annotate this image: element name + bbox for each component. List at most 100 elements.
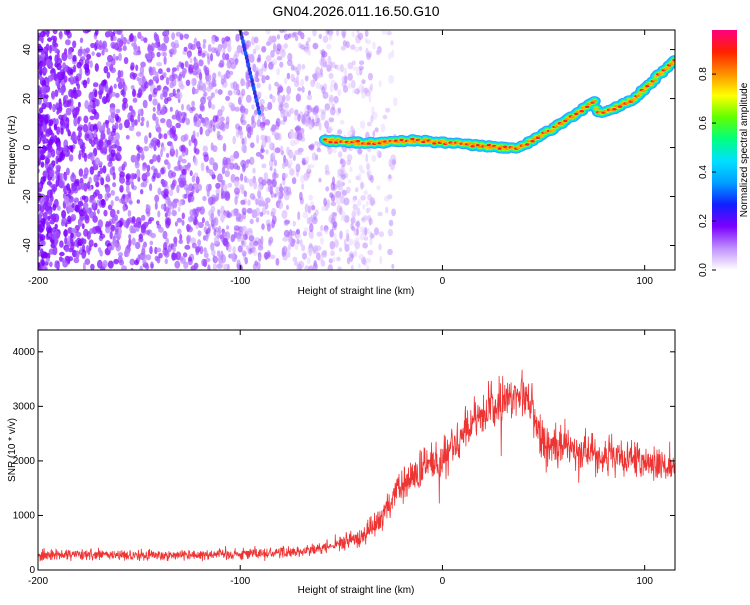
spectrogram-x-axis-label: Height of straight line (km) (298, 286, 415, 297)
spectrogram-noise-speck (171, 252, 176, 261)
spectrogram-noise-speck (221, 122, 226, 132)
spectrogram-noise-speck (154, 255, 159, 262)
spectrogram-noise-speck (48, 138, 54, 146)
spectrogram-noise-speck (357, 148, 363, 154)
spectrogram-noise-speck (113, 83, 117, 89)
spectrogram-noise-speck (330, 194, 336, 202)
snr-background (38, 330, 675, 570)
spectrogram-trace-core (379, 140, 384, 143)
spectrogram-noise-speck (59, 251, 65, 257)
spectrogram-noise-speck (131, 72, 138, 78)
spectrogram-noise-speck (185, 34, 189, 40)
spectrogram-noise-speck (45, 220, 49, 227)
spectrogram-noise-speck (51, 132, 55, 142)
spectrogram-noise-speck (105, 184, 111, 194)
spectrogram-noise-speck (230, 102, 235, 109)
spectrogram-noise-speck (181, 169, 186, 175)
spectrogram-noise-speck (78, 168, 84, 177)
spectrogram-noise-speck (203, 154, 209, 163)
spectrogram-noise-speck (176, 184, 180, 194)
spectrogram-noise-speck (320, 224, 324, 232)
spectrogram-noise-speck (130, 65, 135, 71)
spectrogram-noise-speck (38, 36, 44, 42)
spectrogram-noise-speck (259, 98, 265, 105)
spectrogram-noise-speck (237, 245, 243, 253)
spectrogram-noise-speck (119, 78, 125, 84)
spectrogram-noise-speck (162, 51, 167, 57)
spectrogram-trace-core (652, 79, 657, 82)
spectrogram-noise-speck (220, 213, 225, 223)
spectrogram-noise-speck (291, 132, 297, 139)
spectrogram-noise-speck (127, 209, 132, 217)
spectrogram-noise-speck (210, 242, 215, 252)
spectrogram-noise-speck (163, 133, 168, 140)
spectrogram-noise-speck (163, 72, 167, 79)
spectrogram-noise-speck (347, 72, 353, 81)
spectrogram-noise-speck (181, 219, 185, 226)
spectrogram-noise-speck (341, 189, 348, 196)
spectrogram-noise-speck (212, 124, 216, 132)
spectrogram-noise-speck (363, 236, 369, 241)
spectrogram-noise-speck (205, 120, 212, 130)
spectrogram-noise-speck (166, 67, 171, 73)
spectrogram-noise-speck (167, 244, 172, 253)
spectrogram-trace-core (503, 145, 508, 149)
spectrogram-noise-speck (244, 161, 249, 169)
spectrogram-noise-speck (86, 133, 90, 139)
spectrogram-noise-speck (282, 236, 289, 242)
spectrogram-noise-speck (165, 219, 171, 229)
spectrogram-noise-speck (248, 235, 255, 242)
spectrogram-noise-speck (226, 212, 232, 219)
spectrogram-noise-speck (118, 52, 122, 62)
spectrogram-noise-speck (354, 241, 361, 250)
spectrogram-noise-speck (151, 66, 156, 76)
spectrogram-noise-speck (162, 91, 168, 98)
spectrogram-noise-speck (217, 71, 222, 77)
spectrogram-noise-speck (310, 143, 315, 149)
spectrogram-noise-speck (254, 44, 260, 51)
spectrogram-noise-speck (132, 88, 136, 97)
spectrogram-noise-speck (181, 62, 184, 70)
spectrogram-noise-speck (219, 260, 224, 269)
spectrogram-noise-speck (385, 107, 391, 113)
spectrogram-noise-speck (154, 41, 159, 49)
spectrogram-noise-speck (197, 230, 202, 237)
spectrogram-noise-speck (249, 156, 255, 166)
spectrogram-noise-speck (106, 154, 110, 161)
spectrogram-noise-speck (81, 252, 86, 259)
snr-y-tick-label: 1000 (13, 510, 36, 521)
spectrogram-noise-speck (38, 157, 41, 165)
spectrogram-noise-speck (156, 51, 161, 58)
spectrogram-noise-speck (46, 189, 53, 198)
spectrogram-noise-speck (205, 257, 211, 263)
spectrogram-noise-speck (225, 95, 231, 102)
spectrogram-noise-speck (148, 94, 153, 102)
spectrogram-noise-speck (304, 120, 309, 127)
spectrogram-noise-speck (140, 224, 147, 234)
spectrogram-noise-speck (71, 227, 77, 233)
spectrogram-noise-speck (142, 165, 147, 172)
spectrogram-noise-speck (388, 75, 394, 84)
spectrogram-noise-speck (243, 31, 249, 36)
spectrogram-noise-speck (316, 147, 322, 153)
spectrogram-noise-speck (177, 206, 181, 212)
spectrogram-noise-speck (135, 241, 141, 250)
spectrogram-noise-speck (148, 132, 152, 139)
spectrogram-noise-speck (164, 249, 170, 258)
spectrogram-noise-speck (391, 49, 395, 58)
spectrogram-noise-speck (55, 169, 60, 176)
spectrogram-noise-speck (199, 103, 205, 111)
spectrogram-noise-speck (320, 67, 323, 76)
spectrogram-noise-speck (135, 222, 141, 228)
spectrogram-noise-speck (137, 113, 141, 123)
spectrogram-noise-speck (362, 204, 366, 210)
spectrogram-noise-speck (315, 82, 322, 89)
spectrogram-noise-speck (191, 175, 196, 183)
spectrogram-noise-speck (70, 242, 75, 251)
spectrogram-noise-speck (128, 191, 132, 198)
spectrogram-noise-speck (67, 215, 72, 223)
spectrogram-noise-speck (199, 72, 203, 81)
spectrogram-noise-speck (68, 131, 72, 137)
spectrogram-noise-speck (141, 116, 145, 123)
